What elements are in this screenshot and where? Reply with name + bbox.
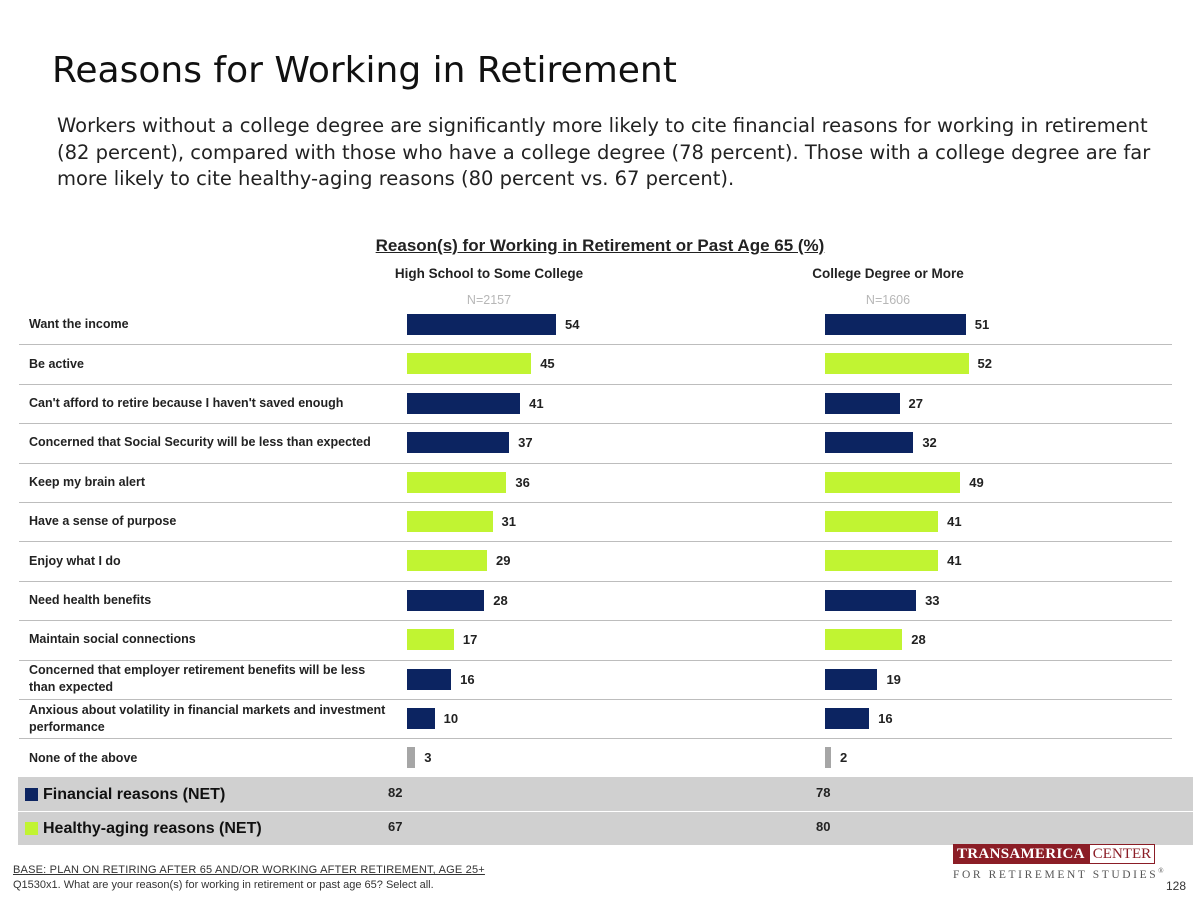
bar-college-2 xyxy=(825,353,969,375)
bar-high-school-7 xyxy=(407,550,488,572)
category-label-maintain-social-connections: Maintain social connections xyxy=(29,632,196,647)
logo-tagline: FOR RETIREMENT STUDIES® xyxy=(953,867,1164,881)
bar-high-school-2 xyxy=(407,353,532,375)
value-label-high-school-11: 10 xyxy=(443,711,459,726)
category-label-anxious-about-volatility-in-financial-ma: Anxious about volatility in financial ma… xyxy=(29,702,386,734)
bar-high-school-4 xyxy=(407,432,510,454)
slide-title: Reasons for Working in Retirement xyxy=(52,50,677,91)
row-divider xyxy=(19,699,1172,700)
legend-swatch-healthy xyxy=(25,822,38,835)
value-label-college-6: 41 xyxy=(947,514,962,529)
category-label-be-active: Be active xyxy=(29,356,84,371)
series-header-college: College Degree or More xyxy=(812,266,964,281)
row-divider xyxy=(19,659,1172,661)
category-label-want-the-income: Want the income xyxy=(29,317,129,332)
value-label-college-1: 51 xyxy=(974,317,990,332)
net-label-healthy: Healthy-aging reasons (NET) xyxy=(43,820,262,837)
bar-college-5 xyxy=(825,471,961,493)
value-label-high-school-12: 3 xyxy=(424,750,432,766)
chart-title-text: Reason(s) for Working in Retirement or P… xyxy=(375,236,825,255)
value-label-high-school-9: 17 xyxy=(462,632,478,648)
category-label-enjoy-what-i-do: Enjoy what I do xyxy=(29,553,121,568)
row-divider xyxy=(19,541,1172,543)
net-label-financial: Financial reasons (NET) xyxy=(43,786,226,803)
bar-college-8 xyxy=(825,589,917,611)
value-label-college-2: 52 xyxy=(977,356,992,372)
value-label-college-5: 49 xyxy=(969,474,984,490)
category-label-have-a-sense-of-purpose: Have a sense of purpose xyxy=(29,514,177,529)
value-label-college-11: 16 xyxy=(878,711,893,726)
transamerica-logo: TRANSAMERICA CENTER FOR RETIREMENT STUDI… xyxy=(953,844,1164,881)
bar-college-7 xyxy=(825,550,939,572)
bar-high-school-5 xyxy=(407,471,507,493)
value-label-high-school-10: 16 xyxy=(460,671,475,687)
series-n-college: N=1606 xyxy=(865,293,911,307)
row-divider xyxy=(19,620,1172,622)
logo-center: CENTER xyxy=(1088,844,1156,864)
bar-college-1 xyxy=(825,314,966,335)
bar-high-school-8 xyxy=(407,589,485,611)
row-divider xyxy=(19,580,1172,582)
value-label-high-school-8: 28 xyxy=(493,592,508,608)
row-divider xyxy=(19,462,1172,464)
slide-subtitle: Workers without a college degree are sig… xyxy=(57,114,1151,190)
category-label-need-health-benefits: Need health benefits xyxy=(29,592,152,607)
chart-title: Reason(s) for Working in Retirement or P… xyxy=(0,236,1200,256)
category-label-keep-my-brain-alert: Keep my brain alert xyxy=(29,474,146,489)
series-n-high-school: N=2157 xyxy=(466,293,512,307)
bar-high-school-6 xyxy=(407,511,493,532)
category-label-can-t-afford-to-retire-because-i-haven-t: Can't afford to retire because I haven't… xyxy=(29,395,344,410)
net-value-healthy-college: 80 xyxy=(816,819,831,834)
base-note: BASE: PLAN ON RETIRING AFTER 65 AND/OR W… xyxy=(13,864,485,876)
bar-college-11 xyxy=(825,708,870,729)
bar-college-9 xyxy=(825,629,903,651)
net-separator xyxy=(18,811,1193,812)
logo-registered-mark: ® xyxy=(1158,867,1164,875)
value-label-high-school-5: 36 xyxy=(515,474,530,490)
value-label-high-school-3: 41 xyxy=(529,395,544,411)
bar-high-school-10 xyxy=(407,668,452,690)
net-value-healthy-high-school: 67 xyxy=(388,819,403,834)
bar-college-4 xyxy=(825,432,914,454)
value-label-college-12: 2 xyxy=(840,750,848,766)
net-value-financial-high-school: 82 xyxy=(388,785,403,800)
value-label-high-school-7: 29 xyxy=(496,553,511,569)
bar-college-10 xyxy=(825,668,878,690)
category-label-concerned-that-social-security-will-be-l: Concerned that Social Security will be l… xyxy=(29,435,371,450)
category-label-none-of-the-above: None of the above xyxy=(29,750,138,765)
value-label-college-8: 33 xyxy=(925,592,940,608)
value-label-college-4: 32 xyxy=(922,435,937,451)
value-label-college-7: 41 xyxy=(947,553,962,569)
row-divider xyxy=(19,423,1172,425)
bar-high-school-9 xyxy=(407,629,454,651)
logo-transamerica: TRANSAMERICA xyxy=(953,844,1089,864)
row-divider xyxy=(19,383,1172,385)
value-label-high-school-4: 37 xyxy=(518,435,533,451)
bar-college-6 xyxy=(825,511,939,532)
page-number: 128 xyxy=(1165,879,1186,893)
series-header-high-school: High School to Some College xyxy=(394,266,584,281)
bar-high-school-1 xyxy=(407,314,557,335)
bar-college-12 xyxy=(825,747,831,769)
bar-high-school-12 xyxy=(407,747,416,769)
value-label-college-10: 19 xyxy=(886,671,901,687)
row-divider xyxy=(19,502,1172,503)
value-label-college-9: 28 xyxy=(911,632,926,648)
net-value-financial-college: 78 xyxy=(816,785,831,800)
bar-college-3 xyxy=(825,392,900,414)
legend-swatch-financial xyxy=(25,788,38,801)
bar-high-school-3 xyxy=(407,392,521,414)
bar-high-school-11 xyxy=(407,708,435,729)
row-divider xyxy=(19,344,1172,346)
value-label-high-school-2: 45 xyxy=(540,356,555,372)
value-label-college-3: 27 xyxy=(908,395,923,411)
question-note: Q1530x1. What are your reason(s) for wor… xyxy=(13,879,434,891)
row-divider xyxy=(19,738,1172,740)
category-label-concerned-that-employer-retirement-benef: Concerned that employer retirement benef… xyxy=(29,663,366,695)
value-label-high-school-1: 54 xyxy=(565,317,580,332)
value-label-high-school-6: 31 xyxy=(501,514,517,529)
